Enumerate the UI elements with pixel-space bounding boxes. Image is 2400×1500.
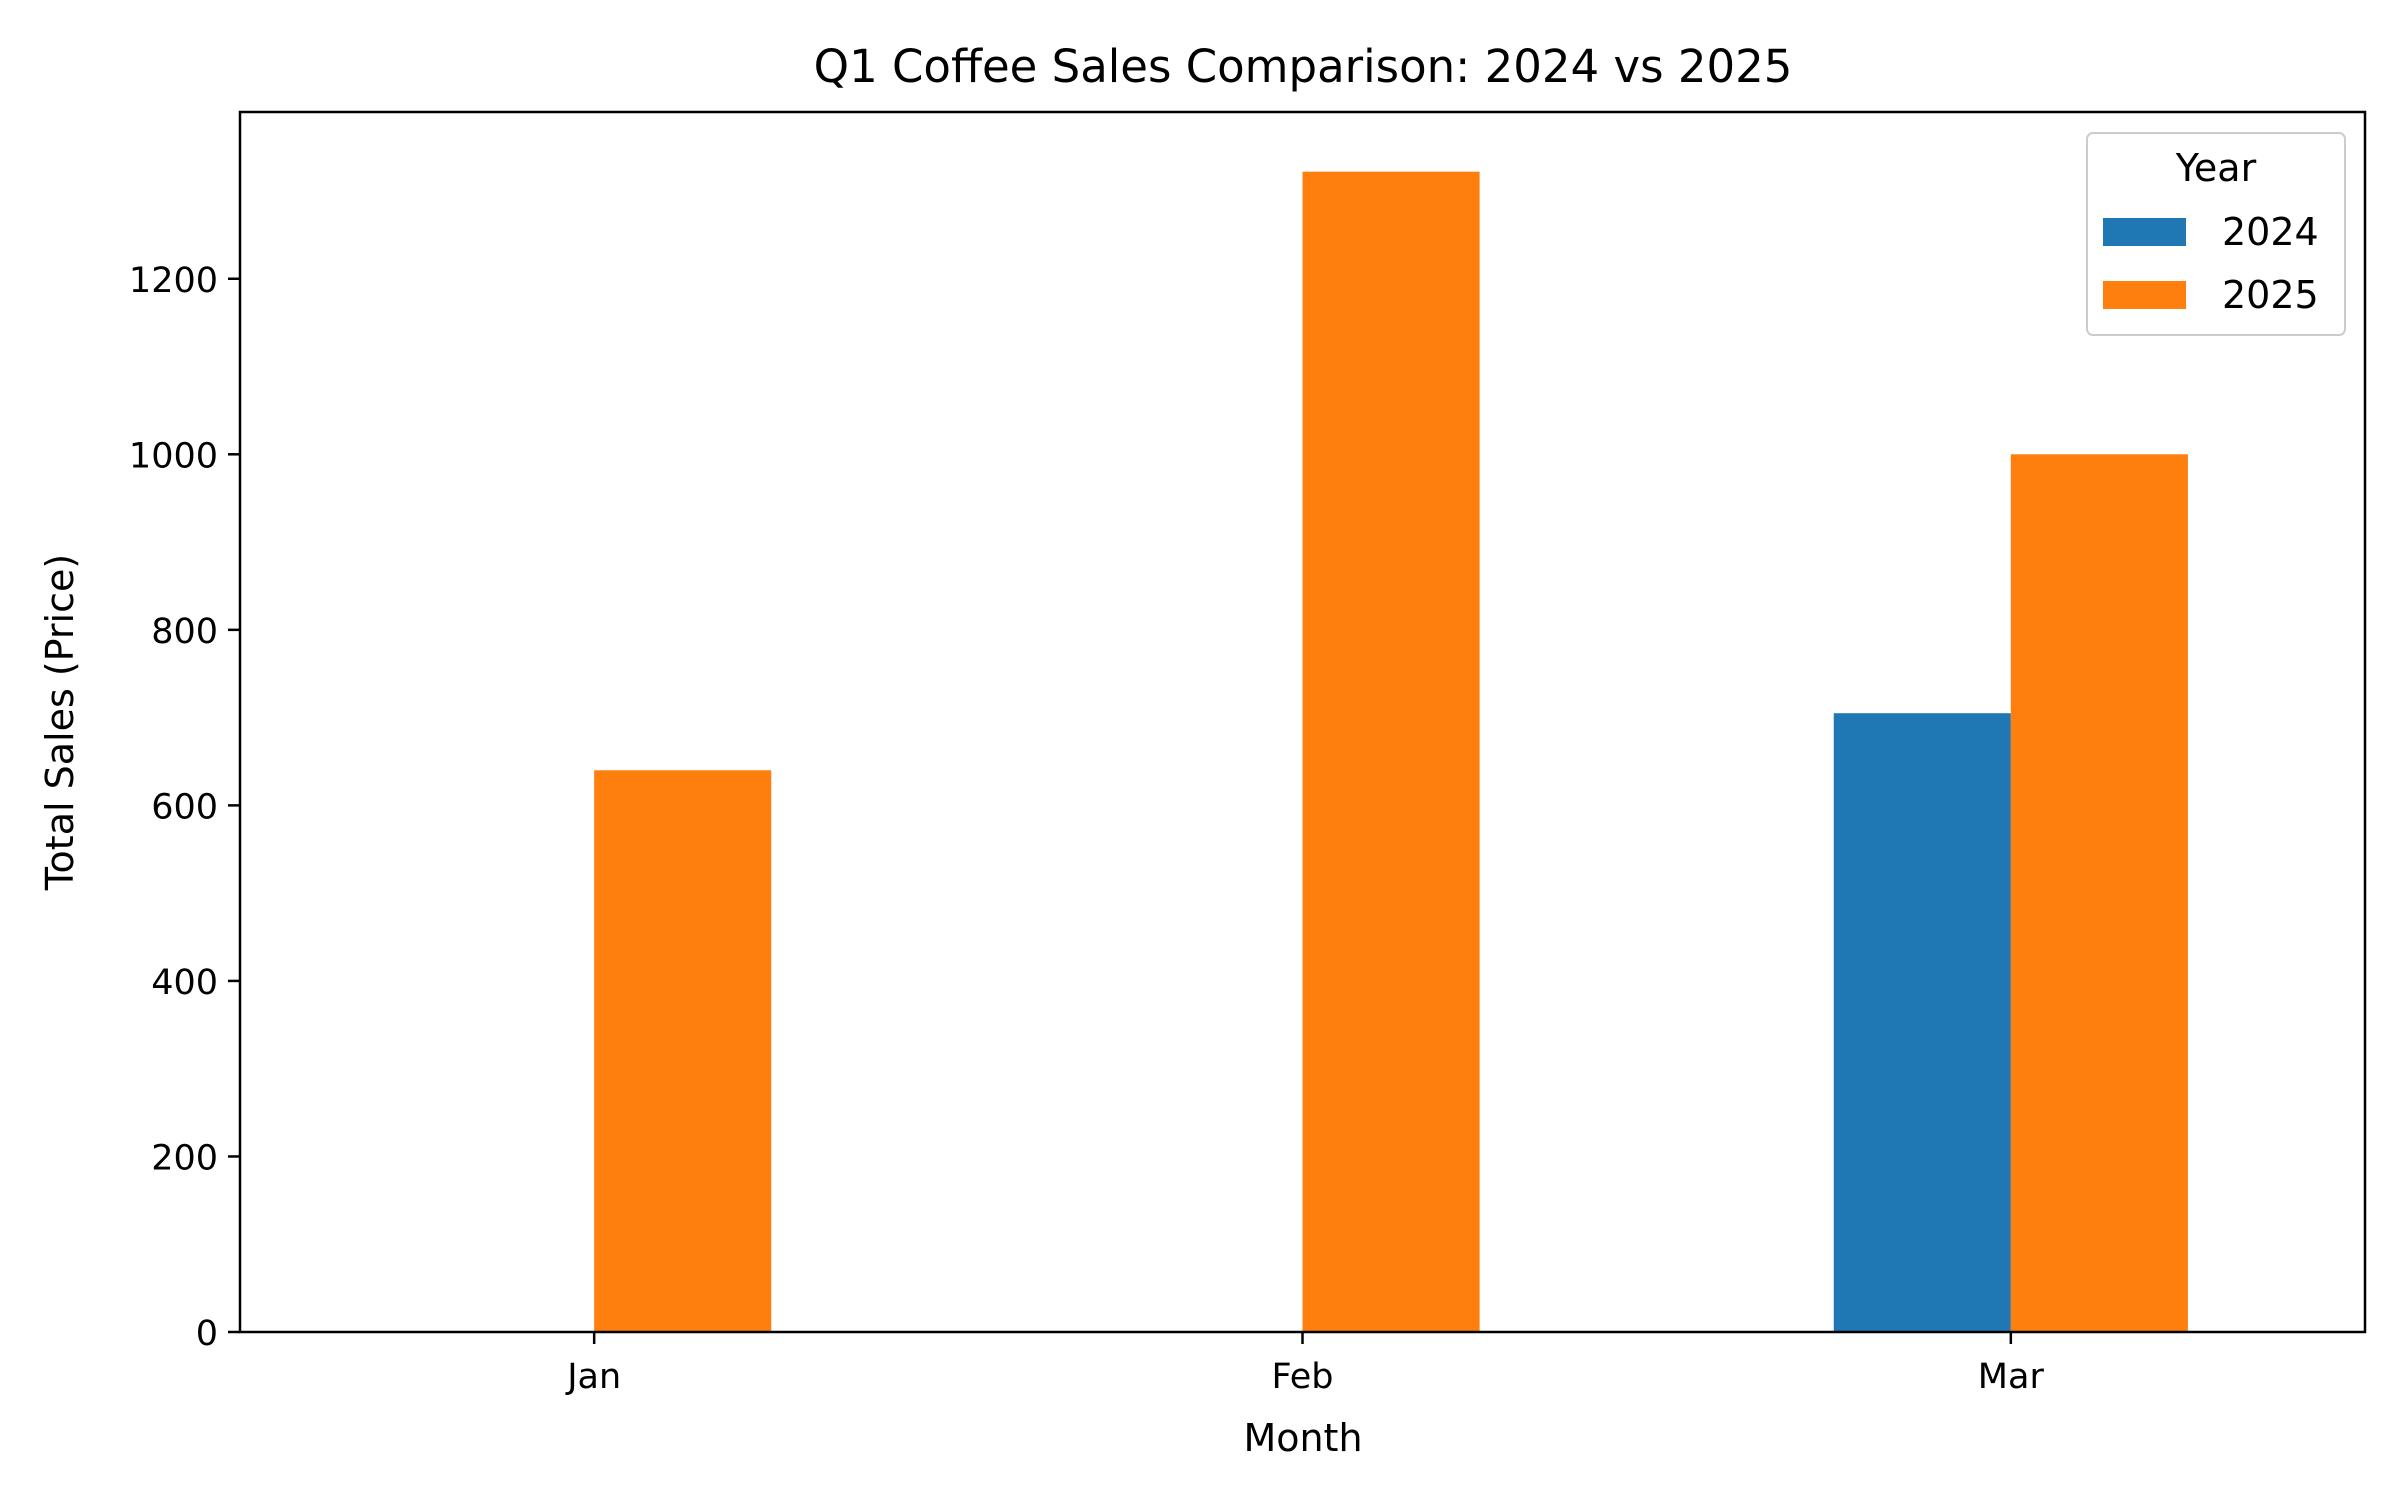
y-axis-title: Total Sales (Price) [38,554,82,891]
bars-layer [594,171,2188,1333]
x-axis-ticks: Jan Feb Mar [565,1332,2044,1397]
y-tick-label: 0 [196,1314,218,1354]
x-tick-label-mar: Mar [1978,1357,2045,1397]
y-tick-label: 1200 [129,261,218,301]
y-tick-label: 1000 [129,436,218,476]
y-tick-label: 400 [151,963,218,1003]
y-axis-ticks: 0 200 400 600 800 1000 1200 [129,261,240,1354]
chart-title: Q1 Coffee Sales Comparison: 2024 vs 2025 [814,40,1793,93]
legend-label-2025: 2025 [2222,273,2319,317]
y-tick-label: 600 [151,787,218,827]
y-tick-label: 200 [151,1138,218,1178]
bar-mar-2024 [1833,713,2011,1332]
x-axis-title: Month [1243,1416,1362,1460]
bar-mar-2025 [2010,454,2188,1332]
legend-swatch-2024 [2103,218,2186,246]
x-tick-label-feb: Feb [1272,1357,1334,1397]
legend-title: Year [2175,146,2257,190]
bar-feb-2025 [1302,171,1480,1333]
legend: Year 2024 2025 [2086,132,2346,336]
y-tick-label: 800 [151,612,218,652]
legend-swatch-2025 [2103,281,2186,309]
bar-jan-2025 [594,770,772,1332]
x-tick-label-jan: Jan [565,1357,621,1397]
legend-label-2024: 2024 [2222,210,2319,254]
plot-area-frame [238,110,2367,1334]
